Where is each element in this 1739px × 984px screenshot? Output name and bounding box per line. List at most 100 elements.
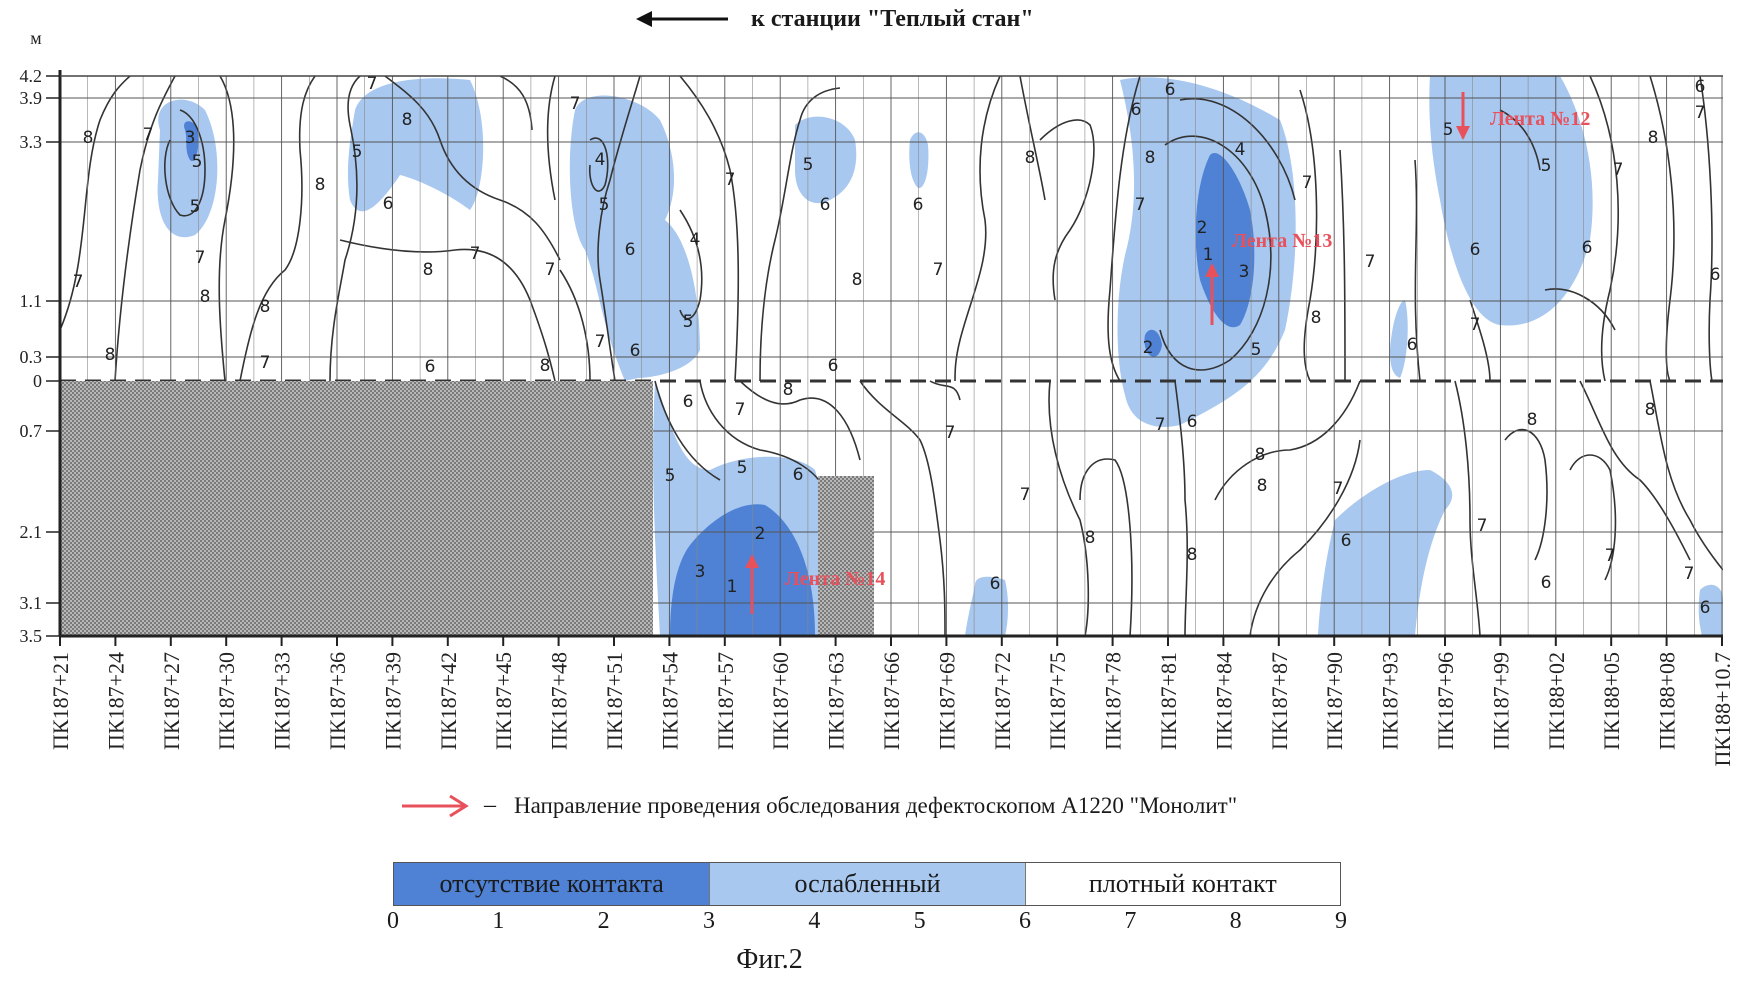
scale-tick-label: 8 [1230,908,1242,935]
contour-label: 8 [260,297,271,317]
contour-label: 8 [1085,528,1096,548]
contact-region [570,96,700,381]
contour-label: 7 [945,423,956,443]
contour-line [500,76,532,130]
x-tick-label: ПК187+84 [1211,652,1236,750]
y-tick-label: 0 [33,371,42,391]
x-tick-label: ПК187+54 [657,652,682,750]
contour-label: 8 [1311,308,1322,328]
contour-label: 6 [683,392,694,412]
contour-line [560,270,590,381]
contour-label: 3 [695,562,706,582]
contour-line [1040,120,1094,300]
y-tick-label: 0.7 [20,421,43,441]
x-tick-label: ПК187+30 [214,652,239,750]
contour-label: 6 [383,194,394,214]
scale-band: ослабленный [709,863,1024,905]
annotation-label: Лента №12 [1490,108,1590,130]
contour-label: 7 [1135,195,1146,215]
contour-label: 1 [1203,245,1214,265]
contour-label: 8 [1025,148,1036,168]
x-tick-label: ПК187+27 [159,652,184,750]
x-tick-label: ПК187+93 [1378,652,1403,750]
y-tick-label: 3.9 [20,88,43,108]
x-tick-label: ПК187+36 [325,652,350,750]
x-tick-label: ПК187+75 [1045,652,1070,750]
contour-line [740,381,860,460]
legend-dash: – [484,792,496,819]
contour-line [1590,76,1618,381]
x-tick-label: ПК187+90 [1322,652,1347,750]
contour-line [930,381,960,400]
contour-label: 7 [195,248,206,268]
scale-tick-label: 5 [914,908,926,935]
contour-label: 7 [367,74,378,94]
contour-label: 8 [402,110,413,130]
y-tick-label: 3.5 [20,626,43,646]
contour-label: 7 [1477,516,1488,536]
x-tick-label: ПК187+57 [713,652,738,750]
x-tick-label: ПК187+24 [103,652,128,750]
contour-label: 7 [1333,479,1344,499]
scale-band: плотный контакт [1025,863,1340,905]
contour-label: 7 [1470,315,1481,335]
scale-tick-label: 3 [703,908,715,935]
y-tick-label: 0.3 [20,347,43,367]
contour-label: 7 [1302,173,1313,193]
y-tick-label: 1.1 [20,291,43,311]
contact-region [158,100,218,238]
contour-label: 2 [755,524,766,544]
contour-label: 4 [690,230,701,250]
x-tick-label: ПК187+87 [1267,652,1292,750]
contour-label: 6 [1541,573,1552,593]
contour-line [1049,381,1088,636]
contour-label: 8 [83,128,94,148]
contour-label: 5 [599,195,610,215]
contour-label: 6 [425,357,436,377]
contour-label: 7 [1365,252,1376,272]
contour-label: 6 [1695,77,1706,97]
scale-tick-label: 6 [1019,908,1031,935]
figure-caption: Фиг.2 [0,944,1539,976]
contour-label: 5 [665,466,676,486]
x-tick-label: ПК187+78 [1101,652,1126,750]
x-tick-label: ПК188+02 [1544,652,1569,750]
contour-label: 6 [625,240,636,260]
contour-label: 6 [1582,238,1593,258]
contour-label: 8 [1255,445,1266,465]
contour-label: 5 [190,197,201,217]
contour-label: 6 [1187,412,1198,432]
contour-label: 8 [105,345,116,365]
x-tick-label: ПК187+69 [934,652,959,750]
y-axis-label: м [30,28,41,48]
contour-label: 1 [727,577,738,597]
hatched-region [818,476,874,636]
x-tick-label: ПК187+66 [879,652,904,750]
contour-line [548,76,556,200]
contour-label: 6 [793,465,804,485]
contour-label: 8 [1527,410,1538,430]
hatched-region [60,381,653,636]
contour-label: 7 [545,260,556,280]
contour-line [240,76,315,381]
color-scale-ticks: 0123456789 [393,908,1341,938]
contour-label: 6 [828,356,839,376]
contour-label: 6 [820,195,831,215]
contour-label: 5 [1541,156,1552,176]
x-tick-label: ПК187+48 [547,652,572,750]
contour-label: 8 [1257,476,1268,496]
contour-label: 6 [1710,265,1721,285]
contour-label: 5 [1251,340,1262,360]
contour-line [60,76,130,330]
x-tick-label: ПК188+10.7 [1710,652,1735,766]
contour-label: 6 [1407,335,1418,355]
contour-label: 2 [1197,218,1208,238]
survey-direction-legend: – Направление проведения обследования де… [400,792,1237,819]
contour-label: 6 [630,341,641,361]
contour-line [1505,430,1547,560]
contour-label: 7 [1605,546,1616,566]
y-tick-label: 4.2 [20,66,43,86]
contour-label: 4 [1235,140,1246,160]
contour-label: 7 [73,272,84,292]
scale-tick-label: 2 [598,908,610,935]
